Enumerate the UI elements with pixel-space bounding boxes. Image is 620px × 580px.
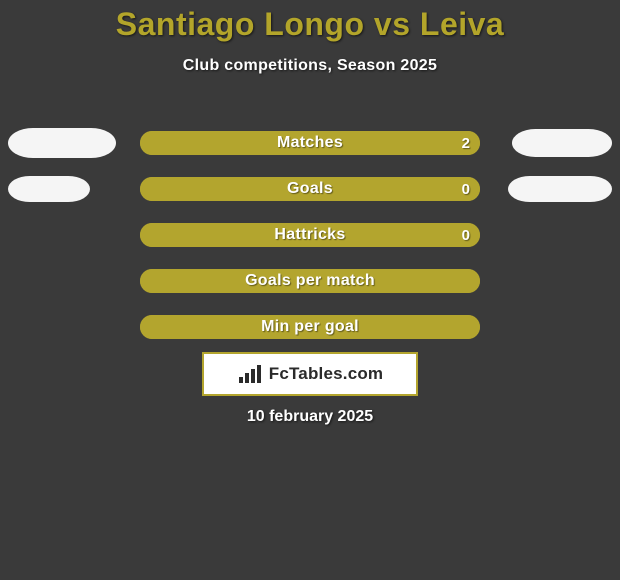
stat-label: Min per goal — [140, 315, 480, 339]
stat-row: Hattricks0 — [0, 212, 620, 258]
stat-bar: Matches2 — [140, 131, 480, 155]
brand-logo-icon — [237, 363, 263, 385]
stat-row: Goals per match — [0, 258, 620, 304]
stat-value: 2 — [462, 131, 470, 155]
brand-text: FcTables.com — [269, 364, 384, 384]
stat-label: Hattricks — [140, 223, 480, 247]
stat-bar: Hattricks0 — [140, 223, 480, 247]
comparison-subtitle: Club competitions, Season 2025 — [0, 57, 620, 75]
stat-bar: Goals per match — [140, 269, 480, 293]
stat-value: 0 — [462, 177, 470, 201]
comparison-title: Santiago Longo vs Leiva — [0, 0, 620, 43]
stat-row: Matches2 — [0, 120, 620, 166]
stat-value: 0 — [462, 223, 470, 247]
left-marker-pill — [8, 176, 90, 202]
right-marker-pill — [508, 176, 612, 202]
left-marker-pill — [8, 128, 116, 158]
stat-row: Goals0 — [0, 166, 620, 212]
stat-rows: Matches2Goals0Hattricks0Goals per matchM… — [0, 120, 620, 350]
brand-box: FcTables.com — [202, 352, 418, 396]
stat-label: Matches — [140, 131, 480, 155]
stat-bar: Min per goal — [140, 315, 480, 339]
right-marker-pill — [512, 129, 612, 157]
stat-row: Min per goal — [0, 304, 620, 350]
stat-bar: Goals0 — [140, 177, 480, 201]
snapshot-date: 10 february 2025 — [0, 408, 620, 426]
stat-label: Goals per match — [140, 269, 480, 293]
stat-label: Goals — [140, 177, 480, 201]
